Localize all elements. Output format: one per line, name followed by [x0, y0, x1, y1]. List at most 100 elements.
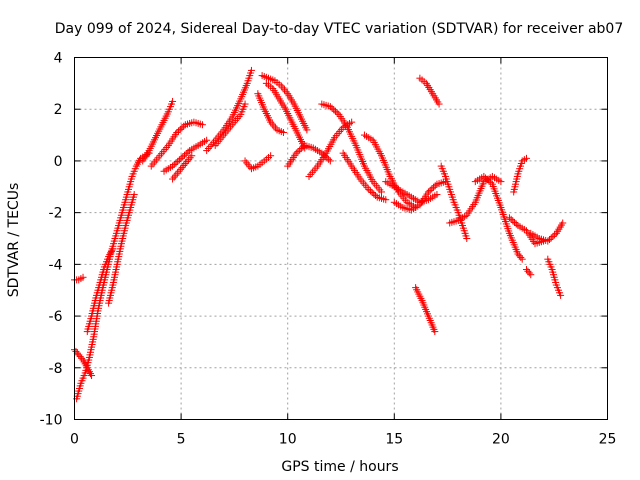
data-point-marker: [169, 97, 177, 105]
data-point-marker: [270, 122, 278, 130]
data-point-marker: [348, 118, 356, 126]
data-point-marker: [178, 163, 186, 171]
data-point-marker: [547, 234, 555, 242]
data-point-marker: [175, 127, 183, 135]
y-tick-label: 4: [54, 51, 63, 67]
axis-ticks: [74, 57, 608, 420]
data-point-marker: [181, 160, 189, 168]
plot-frame: [74, 57, 608, 420]
data-point-marker: [366, 187, 374, 195]
data-point-marker: [292, 149, 300, 157]
data-point-marker: [326, 103, 334, 111]
data-point-marker: [512, 220, 520, 228]
y-tick-label: -4: [49, 257, 63, 273]
y-tick-label: -2: [49, 206, 63, 222]
data-point-marker: [485, 177, 493, 185]
data-point-marker: [177, 165, 185, 173]
data-point-marker: [428, 185, 436, 193]
data-point-marker: [73, 349, 81, 357]
data-point-marker: [177, 154, 185, 162]
data-points: [71, 66, 567, 403]
x-tick-label: 25: [599, 432, 617, 448]
data-point-marker: [170, 161, 178, 169]
data-point-marker: [330, 106, 338, 114]
data-point-marker: [515, 252, 523, 260]
x-tick-label: 15: [385, 432, 403, 448]
data-point-marker: [433, 191, 441, 199]
data-point-marker: [76, 353, 84, 361]
grid-lines: [74, 57, 608, 420]
data-point-marker: [247, 66, 255, 74]
data-point-marker: [170, 173, 178, 181]
data-point-marker: [522, 266, 530, 274]
data-point-marker: [183, 158, 191, 166]
data-point-marker: [203, 136, 211, 144]
data-point-marker: [181, 151, 189, 159]
data-point-marker: [79, 273, 87, 281]
chart-title: Day 099 of 2024, Sidereal Day-to-day VTE…: [55, 21, 624, 37]
data-point-marker: [325, 155, 333, 163]
data-point-marker: [241, 100, 249, 108]
data-point-marker: [169, 175, 177, 183]
data-point-marker: [514, 250, 522, 258]
data-point-marker: [244, 161, 252, 169]
data-point-marker: [75, 351, 83, 359]
y-tick-label: -8: [49, 361, 63, 377]
data-point-marker: [365, 185, 373, 193]
x-tick-labels: 0 5 10 15 20 25: [70, 432, 616, 448]
data-point-marker: [176, 125, 184, 133]
data-point-marker: [188, 152, 196, 160]
data-point-marker: [169, 162, 177, 170]
data-point-marker: [172, 171, 180, 179]
data-point-marker: [424, 188, 432, 196]
data-point-marker: [173, 128, 181, 136]
data-point-marker: [198, 121, 206, 129]
y-tick-label: 0: [54, 154, 63, 170]
data-point-marker: [78, 354, 86, 362]
data-point-marker: [297, 145, 305, 153]
y-tick-label: -10: [40, 413, 63, 429]
x-tick-label: 20: [492, 432, 510, 448]
data-point-marker: [463, 235, 471, 242]
data-point-marker: [517, 253, 525, 261]
data-point-marker: [331, 107, 339, 115]
data-point-marker: [509, 217, 517, 225]
data-point-marker: [430, 183, 438, 191]
data-point-marker: [243, 159, 251, 167]
data-point-marker: [279, 128, 287, 136]
data-point-marker: [497, 178, 505, 186]
data-point-marker: [426, 186, 434, 194]
data-point-marker: [296, 146, 304, 154]
data-point-marker: [482, 174, 490, 182]
data-point-marker: [372, 192, 380, 200]
data-point-marker: [525, 269, 533, 277]
data-point-marker: [511, 218, 519, 226]
x-axis-label: GPS time / hours: [281, 459, 398, 475]
data-point-marker: [483, 176, 491, 184]
data-point-marker: [431, 328, 439, 336]
data-point-marker: [172, 159, 180, 167]
x-tick-label: 10: [279, 432, 297, 448]
data-point-marker: [281, 86, 289, 94]
data-point-marker: [294, 148, 302, 156]
data-point-marker: [299, 143, 307, 151]
data-point-marker: [544, 237, 552, 245]
y-axis-label: SDTVAR / TECUs: [6, 183, 22, 298]
data-point-marker: [333, 109, 341, 117]
data-point-marker: [549, 232, 557, 240]
y-tick-label: -6: [49, 309, 63, 325]
data-point-marker: [557, 291, 565, 299]
data-point-marker: [431, 182, 439, 190]
data-point-marker: [279, 84, 287, 92]
data-point-marker: [480, 172, 488, 180]
data-point-marker: [524, 267, 532, 275]
data-point-marker: [326, 157, 334, 165]
data-point-marker: [328, 104, 336, 112]
x-tick-label: 5: [177, 432, 186, 448]
data-point-marker: [175, 156, 183, 164]
data-point-marker: [109, 245, 117, 253]
data-point-marker: [241, 157, 249, 165]
data-point-marker: [72, 347, 80, 355]
y-tick-label: 2: [54, 102, 63, 118]
